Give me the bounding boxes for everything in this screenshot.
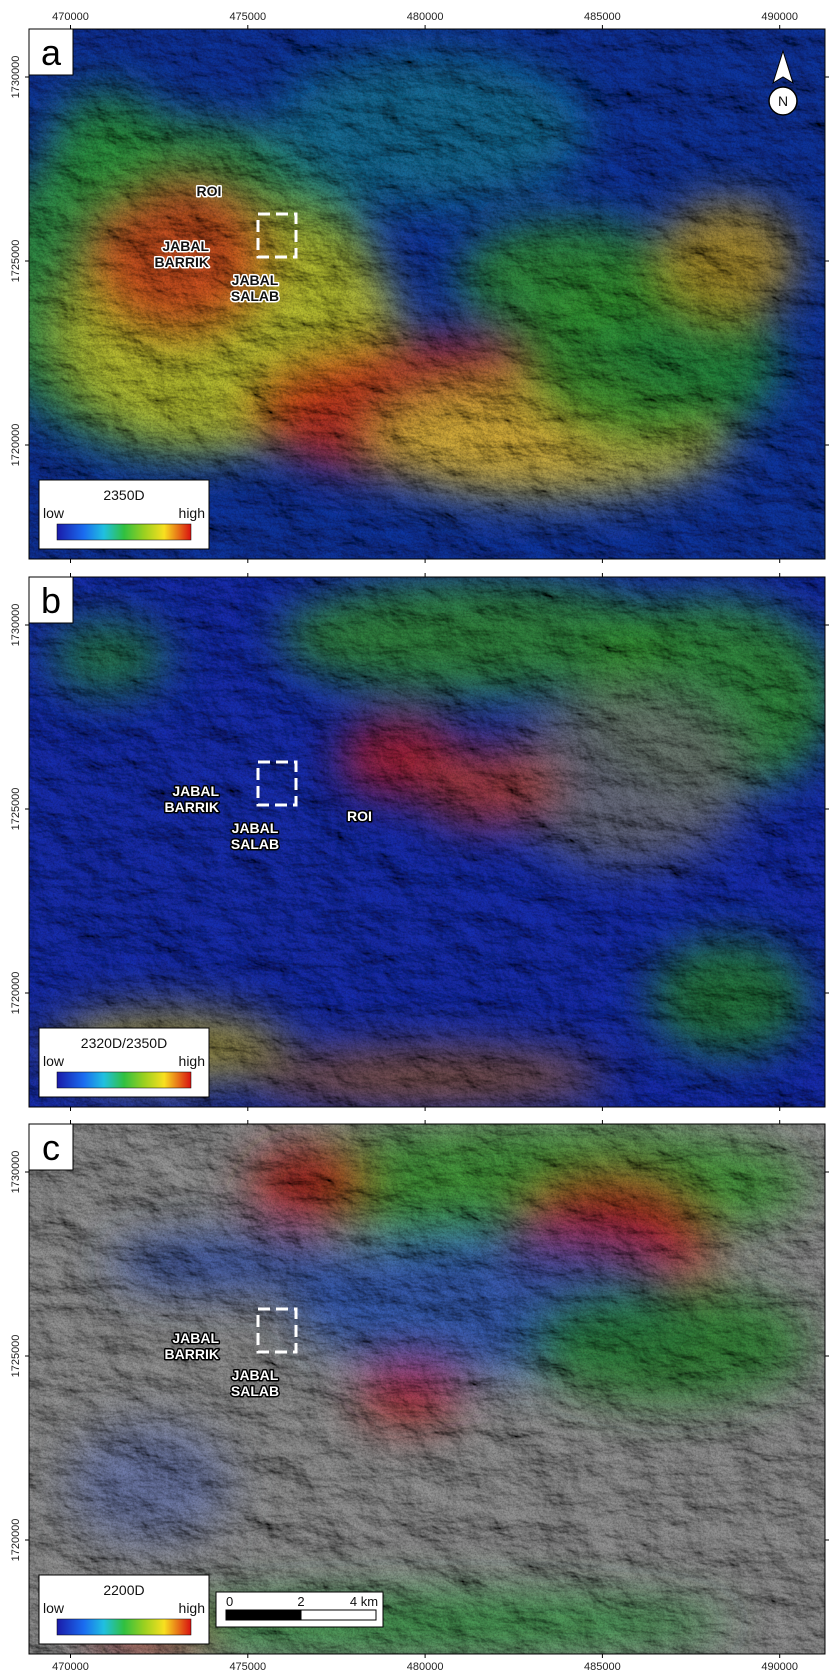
northing-label: 1720000 [10, 972, 22, 1015]
easting-label: 470000 [52, 1661, 89, 1673]
place-label: JABAL [232, 272, 279, 288]
northing-label: 1720000 [10, 1519, 22, 1562]
scale-label: 4 km [350, 1594, 378, 1609]
speckle [29, 577, 825, 1107]
speckle [29, 29, 825, 559]
legend-low: low [43, 1600, 65, 1616]
legend-low: low [43, 1053, 65, 1069]
north-label: N [778, 93, 788, 109]
northing-label: 1725000 [10, 788, 22, 831]
place-label: SALAB [231, 836, 279, 852]
scale-black [225, 1609, 302, 1621]
legend-ramp [56, 1071, 192, 1089]
area-frame [256, 1307, 298, 1354]
legend-low: low [43, 505, 65, 521]
place-label: SALAB [231, 1383, 279, 1399]
legend-title: 2200D [103, 1582, 144, 1598]
easting-label: 480000 [407, 11, 444, 23]
northing-label: 1725000 [10, 240, 22, 283]
scale-label: 2 [297, 1594, 304, 1609]
northing-label: 1720000 [10, 424, 22, 467]
scale-white [300, 1609, 377, 1621]
legend-ramp [56, 1618, 192, 1636]
easting-label: 475000 [229, 1661, 266, 1673]
area-frame [256, 760, 298, 807]
legend-title: 2350D [103, 487, 144, 503]
place-label: ROI [347, 808, 372, 824]
imagery [29, 29, 825, 559]
map-panel: 173000017250001720000aROIJABALBARRIKJABA… [10, 25, 829, 563]
legend-ramp [56, 523, 192, 541]
place-label: BARRIK [155, 254, 209, 270]
panel-label-box [28, 576, 74, 624]
panel-label-box [28, 28, 74, 76]
panel-label: c [42, 1127, 60, 1168]
north-arrow [772, 49, 794, 85]
north-circle [768, 86, 798, 116]
legend-title: 2320D/2350D [81, 1035, 167, 1051]
legend-high: high [179, 505, 205, 521]
panel-label: b [41, 580, 61, 621]
easting-label: 475000 [229, 11, 266, 23]
easting-label: 480000 [407, 1661, 444, 1673]
place-label: JABAL [172, 1330, 219, 1346]
map-panel: 173000017250001720000bJABALBARRIKJABALSA… [10, 573, 829, 1111]
northing-label: 1730000 [10, 56, 22, 99]
speckle [29, 1124, 825, 1654]
easting-label: 470000 [52, 11, 89, 23]
panel-label-box [28, 1123, 74, 1171]
easting-label: 485000 [584, 11, 621, 23]
place-label: JABAL [232, 1367, 279, 1383]
legend-high: high [179, 1600, 205, 1616]
panel-frame [28, 28, 826, 560]
northing-label: 1730000 [10, 1151, 22, 1194]
northing-label: 1730000 [10, 604, 22, 647]
easting-label: 490000 [761, 1661, 798, 1673]
place-label: BARRIK [165, 1346, 219, 1362]
place-label: JABAL [172, 783, 219, 799]
place-label: ROI [197, 183, 222, 199]
place-label: BARRIK [165, 799, 219, 815]
northing-label: 1725000 [10, 1335, 22, 1378]
easting-label: 485000 [584, 1661, 621, 1673]
imagery [29, 577, 825, 1107]
easting-label: 490000 [761, 11, 798, 23]
panel-frame [28, 1123, 826, 1655]
place-label: SALAB [231, 288, 279, 304]
place-label: JABAL [162, 238, 209, 254]
place-label: JABAL [232, 820, 279, 836]
panel-label: a [41, 32, 62, 73]
scale-label: 0 [226, 1594, 233, 1609]
legend-high: high [179, 1053, 205, 1069]
map-panel: 173000017250001720000cJABALBARRIKJABALSA… [10, 1120, 829, 1658]
panel-frame [28, 576, 826, 1108]
area-frame [256, 212, 298, 259]
